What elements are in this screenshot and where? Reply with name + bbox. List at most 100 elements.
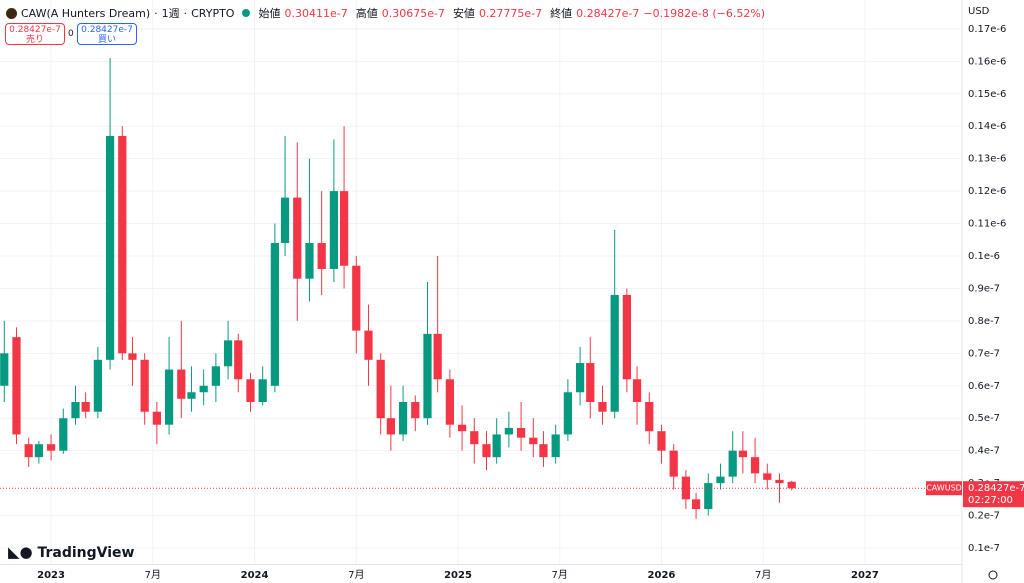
candle-body — [223, 340, 233, 367]
candle-body — [598, 401, 607, 412]
y-tick-label: 0.11e-6 — [968, 219, 1006, 230]
candle-body — [329, 191, 339, 269]
logo[interactable]: ◣● TradingView — [8, 543, 135, 561]
candle-body — [46, 444, 56, 451]
candle-body — [504, 427, 513, 435]
candle-body — [657, 431, 666, 451]
sell-label: 売り — [25, 35, 44, 45]
x-tick-label: 7月 — [552, 569, 568, 581]
candle-body — [12, 337, 21, 435]
candle-body — [34, 444, 43, 458]
price-tag-symbol-bg — [926, 481, 962, 496]
exchange: CRYPTO — [191, 6, 235, 20]
price-tag-countdown: 02:27:00 — [968, 495, 1013, 506]
candle-body — [516, 427, 526, 438]
market-status — [242, 9, 251, 17]
y-tick-label: 0.17e-6 — [968, 24, 1006, 35]
candle-body — [423, 333, 432, 419]
candle-body — [128, 353, 137, 360]
symbol-icon — [6, 7, 17, 19]
x-tick-label: 2026 — [648, 570, 676, 581]
candle-body — [716, 476, 725, 484]
y-tick-label: 0.1e-7 — [968, 543, 1000, 554]
high-label: 高値 — [355, 7, 378, 20]
candle-body — [59, 418, 68, 451]
candle-body — [234, 340, 243, 380]
candle-body — [305, 243, 314, 279]
close-value: 0.28427e-7 — [576, 6, 640, 20]
currency-selector[interactable]: USD — [968, 6, 990, 17]
y-tick-label: 0.1e-6 — [968, 251, 1000, 262]
price-tag-bg — [963, 481, 1024, 508]
candle-body — [775, 479, 784, 484]
open-label: 始値 — [258, 7, 281, 20]
y-tick-label: 0.4e-7 — [968, 446, 1000, 457]
candle-body — [586, 363, 595, 402]
buy-price: 0.28427e-7 — [81, 25, 133, 35]
settings-icon — [988, 570, 998, 580]
y-tick-label: 0.15e-6 — [968, 89, 1006, 100]
candle-body — [164, 369, 174, 425]
candle-body — [352, 265, 361, 331]
y-tick-label: 0.7e-7 — [968, 348, 1000, 359]
y-tick-label: 0.5e-7 — [968, 413, 1000, 424]
candle-body — [563, 392, 572, 435]
candle-body — [704, 483, 713, 510]
x-tick-label: 2025 — [444, 570, 472, 581]
x-tick-label: 2027 — [851, 570, 879, 581]
y-tick-label: 0.8e-7 — [968, 316, 1000, 327]
low-label: 安値 — [452, 7, 475, 20]
buy-label: 買い — [97, 35, 116, 45]
candle-body — [470, 431, 479, 445]
y-tick-label: 0.9e-7 — [968, 283, 1000, 294]
candle-body — [71, 401, 80, 419]
candle-body — [529, 437, 538, 445]
candle-body — [317, 243, 326, 269]
candle-body — [622, 294, 632, 380]
candle-body — [411, 401, 420, 419]
y-tick-label: 0.2e-7 — [968, 511, 1000, 522]
candle-body — [140, 359, 149, 412]
price-tag-symbol: CAWUSD — [926, 484, 962, 493]
candle-body — [118, 135, 127, 354]
candle-body — [645, 401, 654, 432]
candle-body — [398, 401, 408, 435]
candle-body — [457, 424, 467, 432]
y-tick-label: 0.14e-6 — [968, 121, 1006, 132]
close-label: 終値 — [550, 7, 573, 20]
high-value: 0.30675e-7 — [381, 6, 445, 20]
y-tick-label: 0.13e-6 — [968, 154, 1006, 165]
spread: 0 — [68, 29, 74, 39]
sell-price: 0.28427e-7 — [9, 25, 61, 35]
candle-body — [105, 135, 115, 360]
x-tick-label: 2024 — [241, 570, 269, 581]
open-value: 0.30411e-7 — [284, 6, 348, 20]
candle-body — [575, 363, 585, 393]
candle-body — [93, 359, 102, 412]
candle-body — [787, 481, 796, 489]
candle-body — [0, 353, 9, 386]
candle-body — [339, 191, 349, 266]
candle-body — [211, 366, 220, 386]
candle-body — [492, 434, 501, 458]
buy-button[interactable]: 0.28427e-7 買い — [77, 23, 137, 45]
candle-body — [539, 444, 548, 458]
candle-body — [270, 243, 279, 386]
low-value: 0.27775e-7 — [478, 6, 543, 20]
candle-body — [246, 379, 255, 402]
symbol[interactable]: CAW(A Hunters Dream) — [21, 6, 151, 20]
sell-button[interactable]: 0.28427e-7 売り — [5, 23, 65, 45]
candle-body — [728, 450, 737, 477]
candle-body — [280, 197, 290, 244]
candle-body — [691, 499, 701, 510]
interval[interactable]: 1週 — [161, 7, 180, 20]
candle-body — [187, 392, 196, 399]
x-tick-label: 7月 — [348, 569, 364, 581]
candle-body — [669, 450, 678, 477]
candle-body — [750, 457, 760, 474]
logo-text: TradingView — [37, 545, 135, 561]
candle-body — [632, 379, 642, 402]
candle-body — [610, 294, 619, 412]
